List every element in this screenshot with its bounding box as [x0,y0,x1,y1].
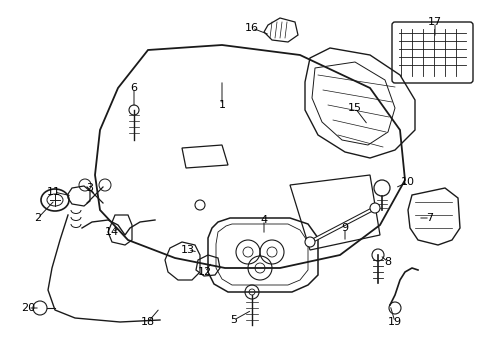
Text: 19: 19 [387,317,401,327]
Text: 4: 4 [260,215,267,225]
Circle shape [305,237,314,247]
Text: 9: 9 [341,223,348,233]
Text: 10: 10 [400,177,414,187]
Text: 11: 11 [47,187,61,197]
Text: 15: 15 [347,103,361,113]
Text: 7: 7 [426,213,433,223]
Text: 18: 18 [141,317,155,327]
Text: 12: 12 [198,267,212,277]
Circle shape [369,203,379,213]
Text: 6: 6 [130,83,137,93]
Text: 17: 17 [427,17,441,27]
Text: 16: 16 [244,23,259,33]
Text: 13: 13 [181,245,195,255]
Text: 8: 8 [384,257,391,267]
Text: 2: 2 [34,213,41,223]
Text: 20: 20 [21,303,35,313]
Text: 14: 14 [105,227,119,237]
Text: 1: 1 [218,100,225,110]
Text: 5: 5 [230,315,237,325]
Text: 3: 3 [86,183,93,193]
